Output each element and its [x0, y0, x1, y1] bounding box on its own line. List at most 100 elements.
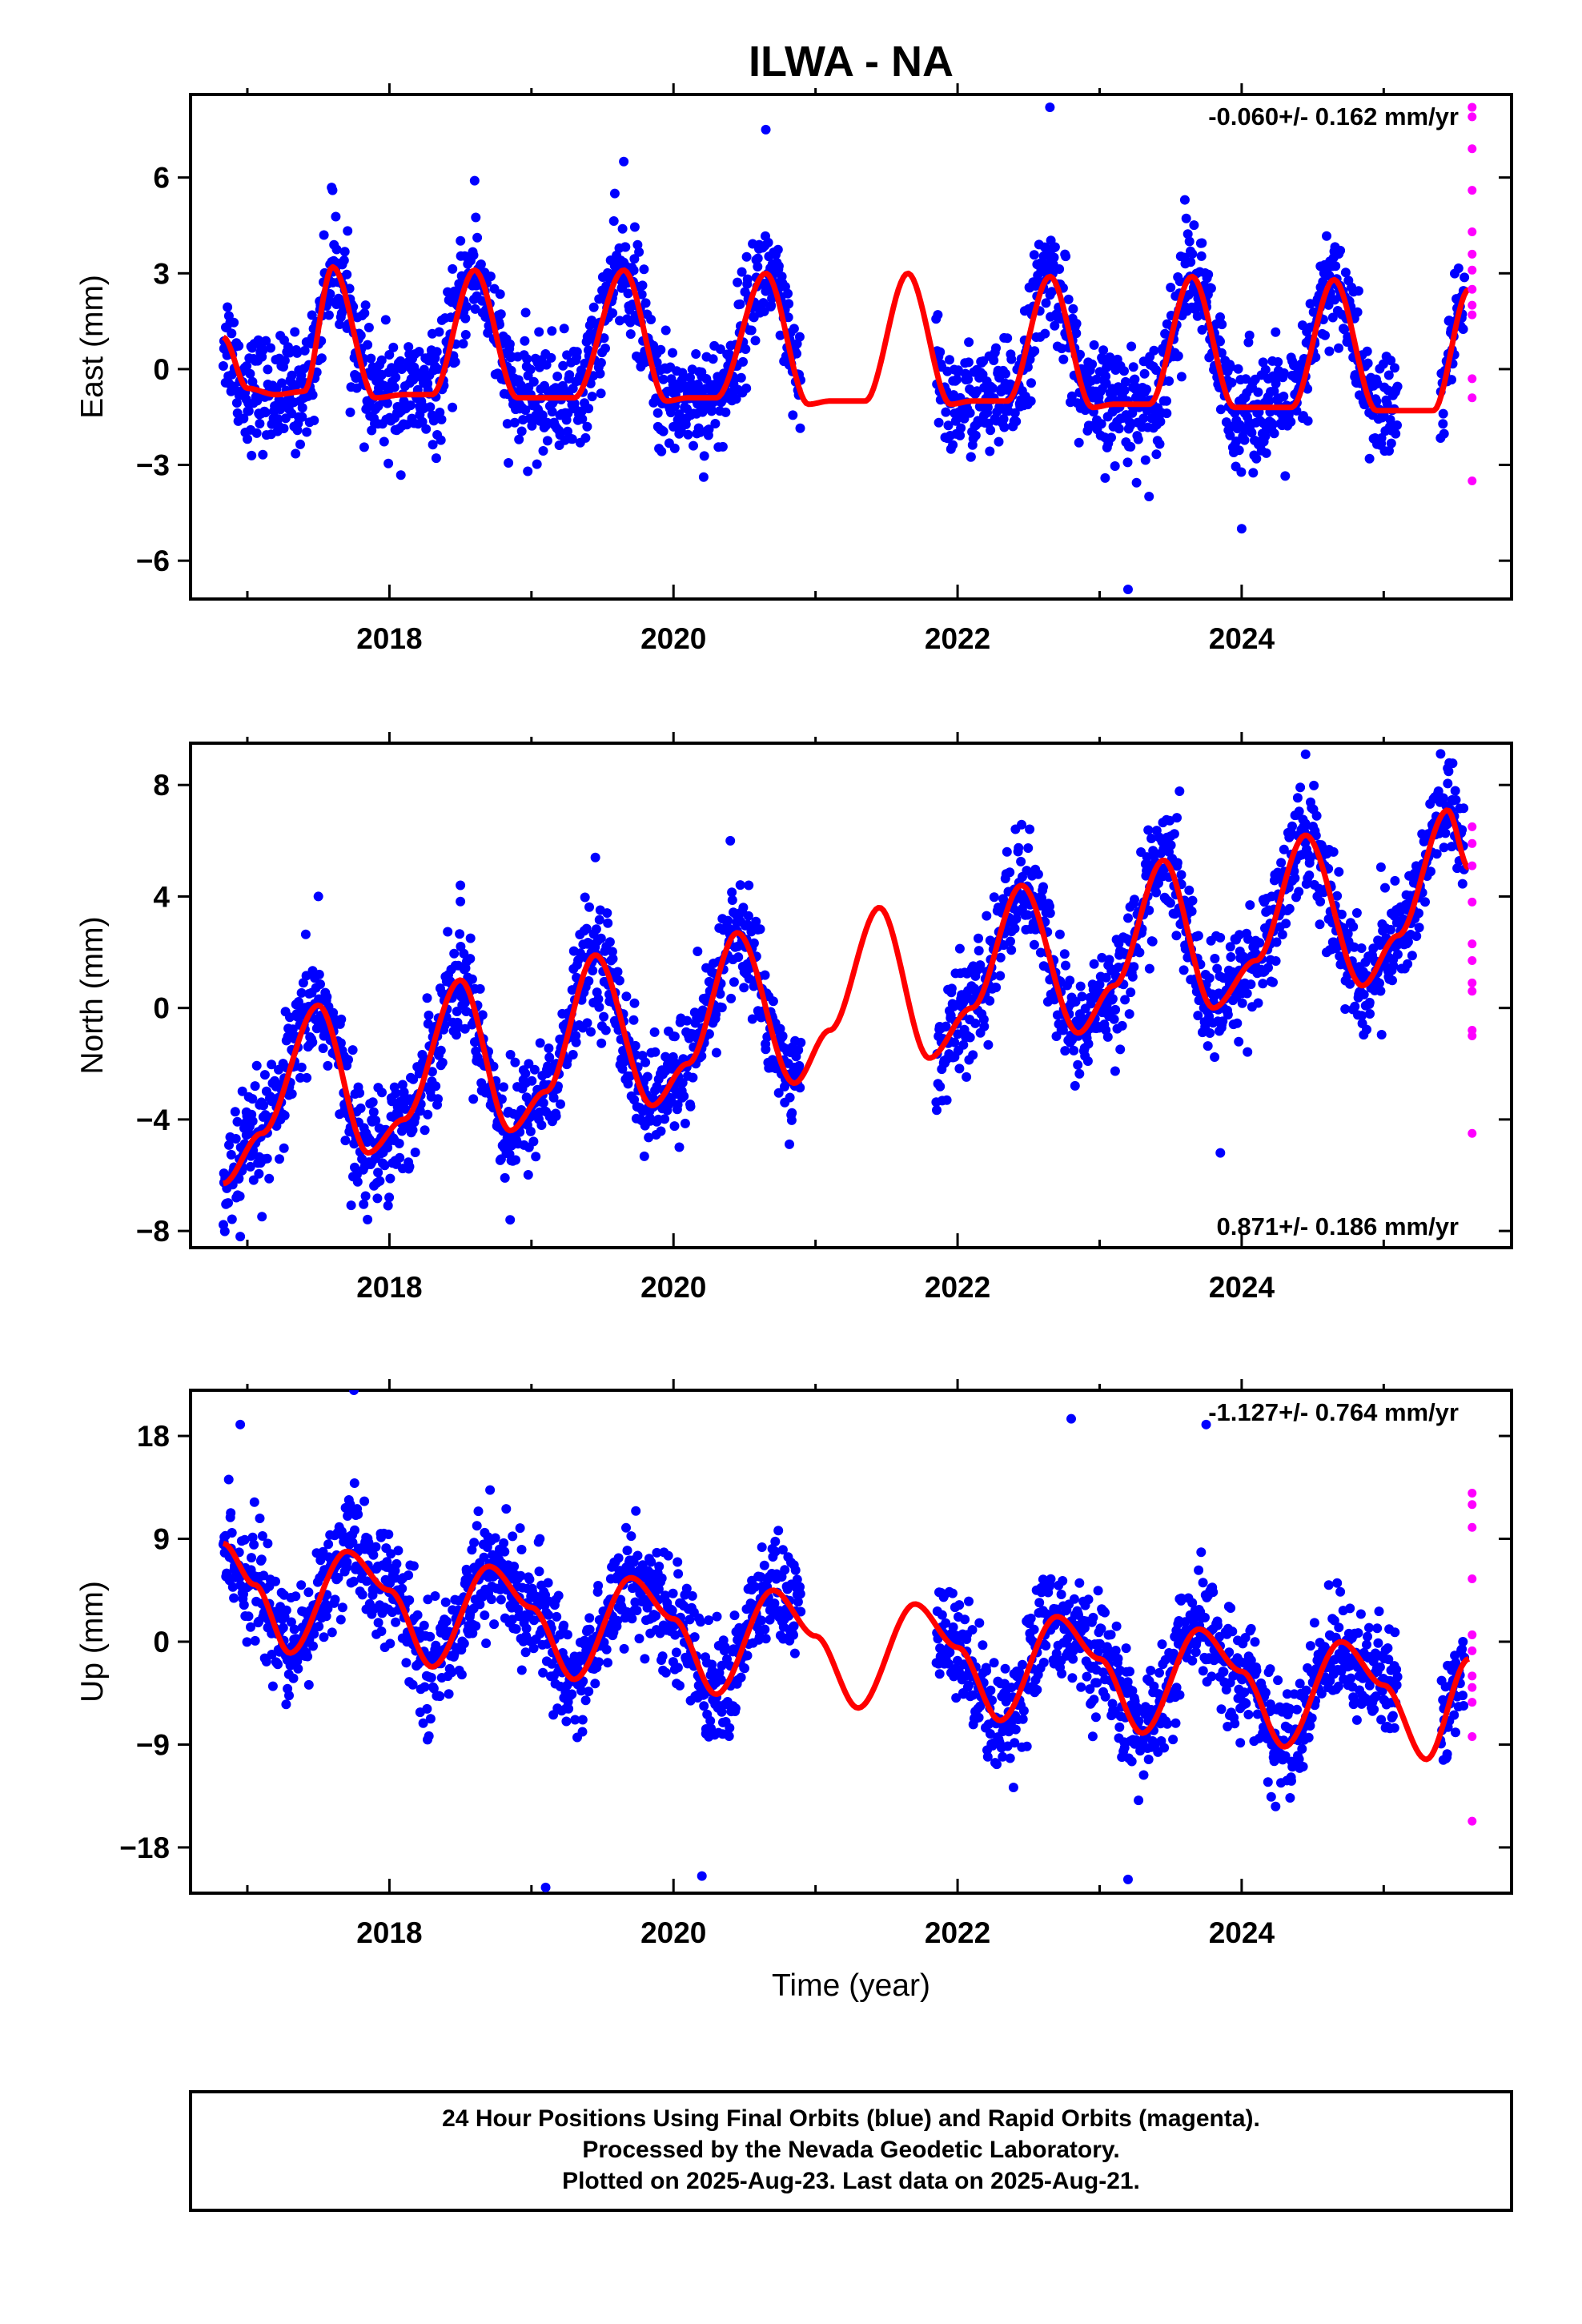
north-final-point: [735, 880, 745, 891]
east-final-point: [763, 237, 773, 247]
north-final-point: [1184, 885, 1195, 895]
up-final-point: [584, 1624, 595, 1634]
east-y-tick-label: 3: [153, 257, 170, 290]
north-final-point: [1380, 883, 1390, 893]
east-final-point: [761, 124, 771, 135]
east-final-point: [986, 425, 996, 436]
north-final-point: [596, 933, 606, 943]
up-final-point: [516, 1570, 526, 1581]
north-final-point: [1348, 922, 1359, 932]
north-final-point: [346, 1200, 356, 1211]
east-final-point: [417, 416, 428, 427]
north-final-point: [1309, 780, 1319, 790]
east-y-tick-label: −3: [136, 449, 170, 482]
up-final-point: [576, 1686, 587, 1696]
north-final-point: [1268, 977, 1278, 987]
north-final-point: [983, 1039, 994, 1050]
north-final-point: [950, 1037, 960, 1047]
north-final-point: [1038, 882, 1048, 892]
up-final-point: [590, 1679, 600, 1689]
up-final-point: [229, 1593, 239, 1603]
up-final-point: [468, 1628, 478, 1638]
north-final-point: [264, 1173, 275, 1184]
east-final-point: [1186, 257, 1196, 267]
east-final-point: [941, 407, 951, 417]
north-final-point: [680, 1118, 690, 1128]
up-final-point: [499, 1538, 509, 1548]
east-final-point: [1154, 439, 1165, 449]
north-final-point: [1234, 1036, 1244, 1047]
east-final-point: [596, 358, 606, 368]
east-final-point: [359, 308, 370, 319]
north-final-point: [962, 1072, 972, 1082]
north-final-point: [420, 1125, 430, 1136]
north-y-tick-label: −4: [136, 1104, 171, 1136]
north-final-point: [1403, 937, 1413, 947]
east-final-point: [1453, 263, 1464, 273]
north-final-point: [231, 1134, 241, 1144]
east-final-point: [520, 405, 531, 416]
east-final-point: [218, 361, 228, 371]
east-final-point: [428, 440, 438, 450]
east-final-point: [943, 420, 954, 431]
north-final-point: [608, 954, 618, 964]
east-final-point: [448, 263, 458, 274]
up-final-point: [285, 1660, 295, 1671]
north-final-point: [762, 1031, 773, 1042]
north-final-point: [1022, 910, 1033, 920]
east-final-point: [738, 356, 748, 367]
up-final-point: [467, 1545, 477, 1555]
north-final-point: [773, 1088, 784, 1098]
east-final-point: [1269, 386, 1279, 396]
up-final-point: [363, 1538, 374, 1548]
north-final-point: [787, 1108, 797, 1118]
east-final-point: [537, 410, 548, 420]
east-final-point: [963, 357, 974, 368]
up-final-point: [543, 1578, 553, 1588]
north-final-point: [1144, 905, 1154, 915]
north-final-point: [232, 1116, 243, 1127]
up-final-point: [423, 1594, 433, 1605]
east-final-point: [585, 378, 596, 388]
north-final-point: [733, 952, 744, 963]
north-final-point: [1443, 763, 1453, 774]
east-final-point: [736, 372, 746, 383]
north-final-point: [1392, 949, 1403, 959]
north-final-point: [367, 1097, 378, 1108]
north-y-tick-label: −8: [136, 1215, 170, 1248]
north-final-point: [739, 983, 749, 993]
north-final-point: [1006, 936, 1015, 947]
north-final-point: [1284, 903, 1295, 914]
north-final-point: [505, 1215, 516, 1225]
north-final-point: [523, 1170, 533, 1180]
east-final-point: [414, 347, 424, 357]
up-final-point: [368, 1550, 379, 1560]
east-final-point: [735, 299, 745, 309]
north-final-point: [1130, 895, 1139, 905]
east-final-point: [1260, 431, 1271, 441]
north-final-point: [1029, 939, 1039, 950]
east-final-point: [773, 261, 784, 271]
up-final-point: [673, 1569, 684, 1579]
east-final-point: [1063, 294, 1074, 304]
east-final-point: [608, 308, 618, 318]
north-final-point: [234, 1173, 244, 1184]
north-final-point: [544, 1043, 554, 1053]
east-final-point: [794, 332, 805, 342]
north-final-point: [599, 1011, 609, 1022]
up-final-point: [342, 1557, 352, 1567]
east-final-point: [634, 247, 644, 257]
north-rapid-point: [1468, 955, 1477, 965]
up-final-point: [516, 1545, 527, 1554]
east-final-point: [1260, 364, 1271, 375]
north-final-point: [544, 1052, 555, 1063]
north-final-point: [531, 1152, 541, 1162]
east-final-point: [1071, 319, 1082, 329]
east-final-point: [1096, 419, 1106, 429]
up-y-tick-label: −9: [136, 1728, 170, 1761]
east-final-point: [405, 400, 416, 411]
north-final-point: [1074, 1068, 1085, 1079]
east-final-point: [584, 404, 594, 414]
east-final-point: [509, 417, 520, 428]
east-final-point: [1263, 396, 1274, 407]
